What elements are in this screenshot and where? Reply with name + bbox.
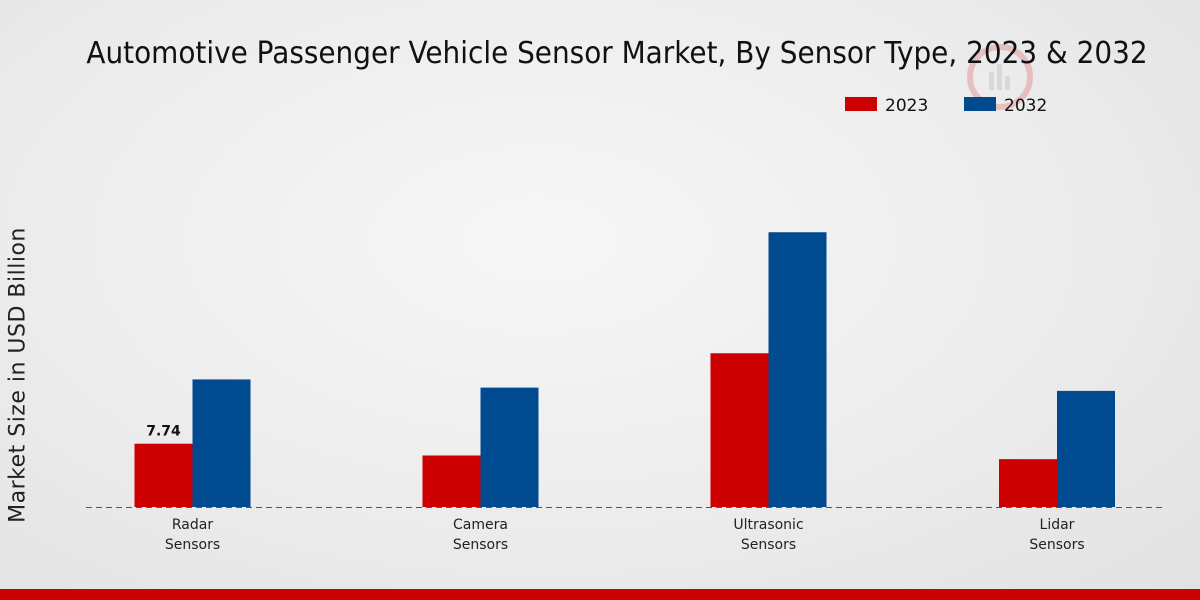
- legend-swatch-2023: [845, 97, 877, 111]
- bottom-accent-bar: [0, 589, 1200, 600]
- data-label-0: 7.74: [146, 424, 181, 440]
- legend-swatch-2032: [964, 97, 996, 111]
- x-tick-label-1: Camera Sensors: [453, 517, 508, 553]
- x-tick-label-2: Ultrasonic Sensors: [733, 517, 803, 553]
- watermark-logo-icon: [965, 42, 1035, 112]
- bar-2023-1: [422, 455, 481, 507]
- bar-2023-0: [134, 443, 193, 507]
- x-tick-label-3: Lidar Sensors: [1029, 517, 1084, 553]
- legend-item-2032: 2032: [964, 94, 1047, 118]
- x-tick-label-0: Radar Sensors: [165, 517, 220, 553]
- bar-2023-3: [999, 459, 1057, 507]
- legend-label-2032: 2032: [1004, 96, 1048, 116]
- bar-2032-2: [768, 232, 827, 507]
- bar-2023-2: [710, 353, 769, 507]
- legend-label-2023: 2023: [885, 96, 929, 116]
- legend-item-2023: 2023: [845, 94, 928, 118]
- bar-2032-3: [1057, 390, 1115, 507]
- chart-title: Automotive Passenger Vehicle Sensor Mark…: [86, 36, 1148, 71]
- bar-2032-0: [192, 379, 251, 507]
- bar-2032-1: [480, 387, 539, 507]
